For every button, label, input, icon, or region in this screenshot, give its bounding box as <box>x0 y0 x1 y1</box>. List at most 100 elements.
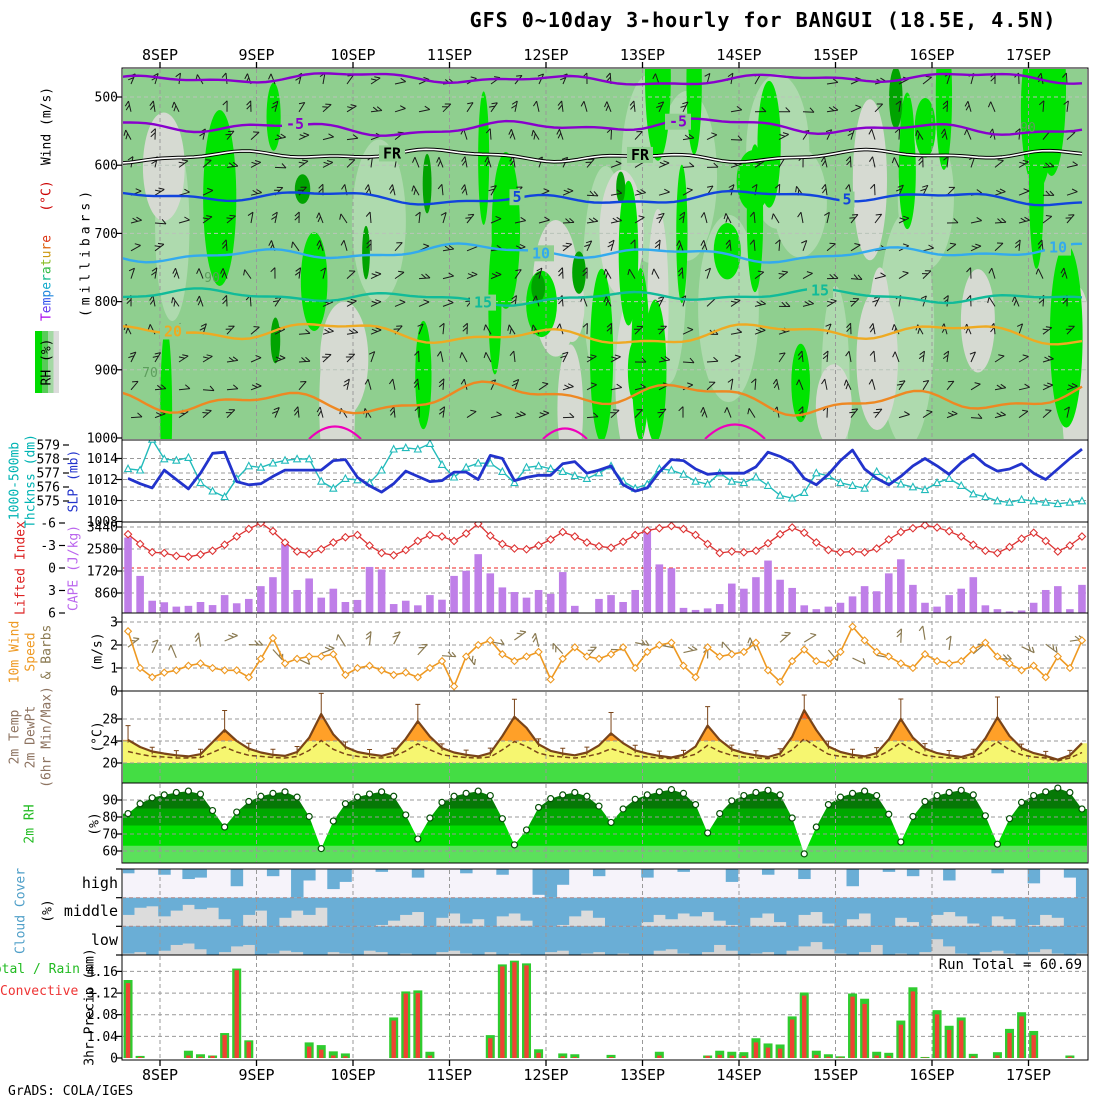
tick-label: 1008 <box>87 515 118 530</box>
lifted-index-axis-label: Lifted Index <box>13 521 29 615</box>
tick-label: 1000 <box>87 432 118 447</box>
tick-label: 0 <box>48 562 56 577</box>
date-label-bottom: 14SEP <box>716 1066 761 1084</box>
temperature-letter: a <box>39 266 55 275</box>
temperature-letter: m <box>39 297 55 306</box>
date-label-bottom: 8SEP <box>142 1066 178 1084</box>
page-title: GFS 0~10day 3-hourly for BANGUI (18.5E, … <box>469 8 1057 32</box>
tick-label: 3440 <box>87 521 118 536</box>
contour-label: 5 <box>842 191 851 209</box>
wind10m-axis-label-2: Speed <box>23 632 39 672</box>
precip-axis-label: 3hr Precip (mm) <box>82 948 98 1066</box>
contour-label: 10 <box>532 244 550 262</box>
tick-label: 1012 <box>87 473 118 488</box>
rh-legend-box <box>35 331 59 393</box>
precip-total-legend: Total / Rain <box>0 962 80 977</box>
wind10m-unit-label: (m/s) <box>90 632 106 672</box>
tick-label: 2.08 <box>87 1008 118 1023</box>
contour-label: FR <box>631 146 650 164</box>
cloud-cover-axis-label: Cloud Cover <box>13 867 29 955</box>
tick-label: 1010 <box>87 494 118 509</box>
temperature-letter: u <box>39 250 55 259</box>
tick-label: 90 <box>102 794 118 809</box>
tick-label: 576 <box>37 481 60 496</box>
date-label-top: 8SEP <box>142 46 178 64</box>
date-label-bottom: 9SEP <box>238 1066 274 1084</box>
temperature-letter: T <box>39 313 55 322</box>
tick-label: 900 <box>95 363 118 378</box>
rh2m-unit-label: (%) <box>87 812 103 836</box>
tick-label: 1 <box>110 662 118 677</box>
temperature-letter: e <box>39 281 55 290</box>
tick-label: 600 <box>95 159 118 174</box>
tick-label: 1.04 <box>87 1030 118 1045</box>
contour-label: 15 <box>811 281 829 299</box>
contour-label: 15 <box>474 294 492 312</box>
temperature-letter: e <box>39 234 55 243</box>
grads-credit: GrADS: COLA/IGES <box>8 1084 134 1099</box>
tick-label: 800 <box>95 295 118 310</box>
contour-label: 20 <box>164 322 182 340</box>
tick-label: 28 <box>102 713 118 728</box>
thickness-axis-label-1: 1000-500mb <box>7 441 23 521</box>
rh-contour-label: 70 <box>142 366 158 381</box>
temperature-letter: p <box>39 289 55 298</box>
tick-label: 579 <box>37 439 60 454</box>
contour-label: 5 <box>512 188 521 206</box>
tick-label: 575 <box>37 495 60 510</box>
run-total-text: Run Total = 60.69 <box>939 957 1082 973</box>
tick-label: 2 <box>110 639 118 654</box>
date-label-bottom: 10SEP <box>330 1066 375 1084</box>
cloud-row-label-middle: middle <box>63 902 118 920</box>
contour-label: 10 <box>1049 239 1067 257</box>
tick-label: 4.16 <box>87 965 118 980</box>
tick-label: 1014 <box>87 452 118 467</box>
date-label-top: 17SEP <box>1006 46 1051 64</box>
temperature-letter: t <box>39 258 55 267</box>
tick-label: -3 <box>40 539 56 554</box>
tick-label: 0 <box>110 685 118 700</box>
temp2m-unit-label: (°C) <box>90 721 106 753</box>
tick-label: 3 <box>110 616 118 631</box>
millibars-axis-label: (millibars) <box>78 186 94 318</box>
tick-label: 578 <box>37 453 60 468</box>
date-label-top: 12SEP <box>523 46 568 64</box>
tick-label: 3 <box>48 584 56 599</box>
rh-contour-label: 90 <box>1020 121 1036 136</box>
cloud-row-label-high: high <box>81 874 118 892</box>
date-label-bottom: 11SEP <box>427 1066 472 1084</box>
tick-label: 500 <box>95 91 118 106</box>
thickness-axis-label-2: Thcknss (dm) <box>23 434 39 528</box>
temp2m-axis-label-3: (6hr Min/Max) <box>39 686 55 788</box>
tick-label: 20 <box>102 757 118 772</box>
tick-label: 2580 <box>87 543 118 558</box>
date-label-top: 11SEP <box>427 46 472 64</box>
temperature-axis-label: Temperature <box>40 235 55 321</box>
date-label-top: 14SEP <box>716 46 761 64</box>
tick-label: 80 <box>102 811 118 826</box>
contour-label: -5 <box>286 115 304 133</box>
date-label-top: 10SEP <box>330 46 375 64</box>
tick-label: 60 <box>102 845 118 860</box>
date-label-top: 16SEP <box>909 46 954 64</box>
wind10m-axis-label-1: 10m Wind <box>7 620 23 684</box>
tick-label: 1720 <box>87 565 118 580</box>
tick-label: 70 <box>102 828 118 843</box>
temperature-letter: e <box>39 305 55 314</box>
date-label-bottom: 13SEP <box>620 1066 665 1084</box>
date-label-top: 9SEP <box>238 46 274 64</box>
temperature-letter: r <box>39 274 55 282</box>
tick-label: 6 <box>48 607 56 622</box>
rh-legend-label: RH (%) <box>39 338 55 386</box>
rh2m-axis-label: 2m RH <box>22 804 38 844</box>
tick-label: -6 <box>40 517 56 532</box>
cloud-cover-unit-label: (%) <box>40 899 56 923</box>
date-label-top: 13SEP <box>620 46 665 64</box>
wind10m-barbs-axis-label: & Barbs <box>39 624 55 680</box>
wind-axis-label: Wind (m/s) <box>39 86 55 166</box>
tick-label: 577 <box>37 467 60 482</box>
date-label-bottom: 17SEP <box>1006 1066 1051 1084</box>
temperature-letter: r <box>39 242 55 251</box>
tick-label: 700 <box>95 227 118 242</box>
